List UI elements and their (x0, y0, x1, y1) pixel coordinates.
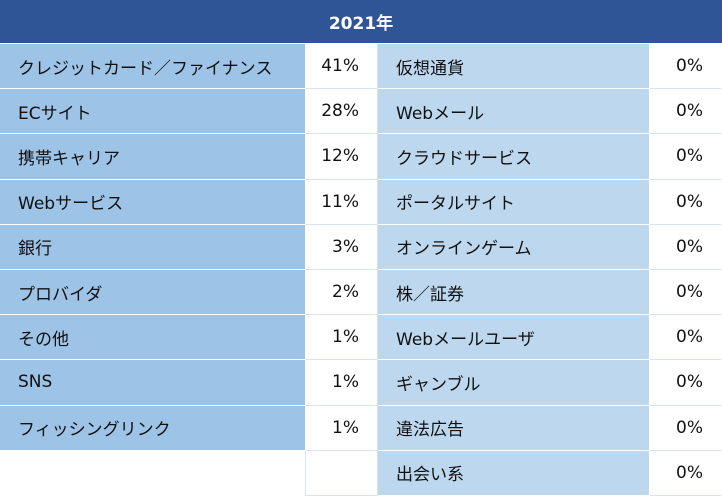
left-category-label: ECサイト (0, 89, 306, 135)
right-category-label: 株／証券 (378, 269, 650, 316)
right-category-label: クラウドサービス (378, 134, 650, 180)
left-category-value: 1% (306, 360, 378, 406)
right-category-label: ポータルサイト (378, 179, 650, 225)
left-category-value: 12% (306, 134, 378, 180)
right-category-label: 仮想通貨 (378, 44, 650, 90)
table-title: 2021年 (0, 0, 722, 44)
right-category-label: ギャンブル (378, 360, 650, 406)
right-category-label: オンラインゲーム (378, 224, 650, 270)
left-category-label: Webサービス (0, 179, 306, 225)
right-category-value: 0% (650, 315, 722, 361)
left-category-label: フィッシングリンク (0, 405, 306, 451)
right-category-label: 違法広告 (378, 405, 650, 451)
left-category-value: 3% (306, 224, 378, 270)
left-category-label: 銀行 (0, 224, 306, 270)
right-category-value: 0% (650, 269, 722, 316)
right-category-value: 0% (650, 179, 722, 225)
left-category-value: 2% (306, 269, 378, 316)
right-category-value: 0% (650, 405, 722, 451)
left-category-label: その他 (0, 315, 306, 361)
left-category-label: SNS (0, 360, 306, 406)
right-category-value: 0% (650, 360, 722, 406)
right-category-value: 0% (650, 224, 722, 270)
right-category-value: 0% (650, 134, 722, 180)
left-category-label: プロバイダ (0, 269, 306, 316)
right-category-label: Webメールユーザ (378, 315, 650, 361)
right-category-value: 0% (650, 44, 722, 90)
left-category-label: クレジットカード／ファイナンス (0, 44, 306, 90)
right-category-label: Webメール (378, 89, 650, 135)
left-category-value: 11% (306, 179, 378, 225)
left-category-value: 1% (306, 315, 378, 361)
right-category-value: 0% (650, 450, 722, 496)
left-category-value: 1% (306, 405, 378, 451)
left-category-value: 28% (306, 89, 378, 135)
right-category-value: 0% (650, 89, 722, 135)
left-category-value: 41% (306, 44, 378, 90)
right-category-label: 出会い系 (378, 450, 650, 496)
empty-cell (0, 450, 306, 496)
left-category-label: 携帯キャリア (0, 134, 306, 180)
empty-cell (306, 450, 378, 496)
